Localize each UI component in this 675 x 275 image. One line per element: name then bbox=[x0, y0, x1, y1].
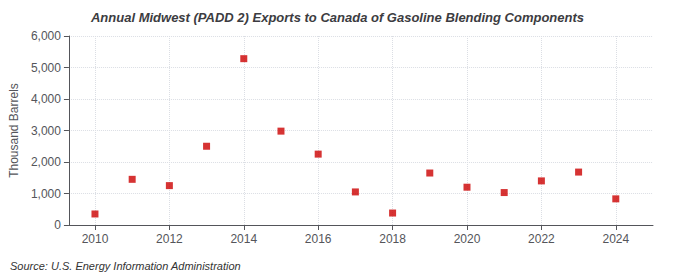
svg-text:6,000: 6,000 bbox=[31, 29, 61, 43]
svg-text:2012: 2012 bbox=[156, 232, 183, 246]
svg-text:2010: 2010 bbox=[82, 232, 109, 246]
svg-text:Thousand Barrels: Thousand Barrels bbox=[7, 83, 21, 178]
svg-text:2014: 2014 bbox=[230, 232, 257, 246]
svg-text:4,000: 4,000 bbox=[31, 92, 61, 106]
svg-text:2,000: 2,000 bbox=[31, 155, 61, 169]
svg-text:0: 0 bbox=[54, 218, 61, 232]
svg-text:2018: 2018 bbox=[379, 232, 406, 246]
svg-text:2024: 2024 bbox=[602, 232, 629, 246]
svg-text:5,000: 5,000 bbox=[31, 61, 61, 75]
svg-text:3,000: 3,000 bbox=[31, 124, 61, 138]
svg-text:2020: 2020 bbox=[454, 232, 481, 246]
svg-text:Source: U.S. Energy Informatio: Source: U.S. Energy Information Administ… bbox=[10, 260, 241, 272]
svg-text:2022: 2022 bbox=[528, 232, 555, 246]
svg-text:1,000: 1,000 bbox=[31, 187, 61, 201]
svg-text:2016: 2016 bbox=[305, 232, 332, 246]
svg-text:Annual Midwest (PADD 2) Export: Annual Midwest (PADD 2) Exports to Canad… bbox=[90, 10, 584, 25]
